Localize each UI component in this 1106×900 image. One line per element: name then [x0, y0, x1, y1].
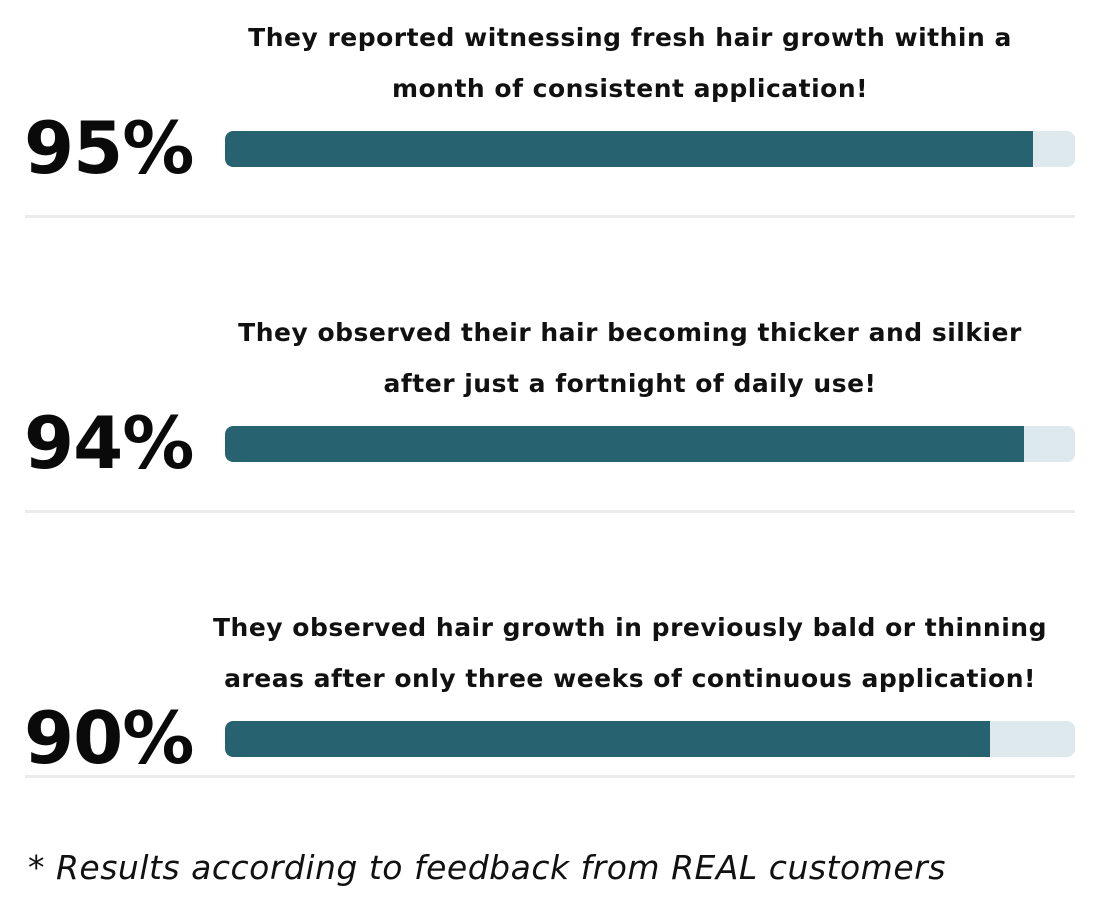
- stat-description: They observed hair growth in previously …: [170, 602, 1090, 704]
- stat-percent: 94%: [24, 401, 194, 485]
- footnote: * Results according to feedback from REA…: [28, 848, 946, 887]
- stat-percent: 90%: [24, 696, 194, 780]
- stat-description: They reported witnessing fresh hair grow…: [170, 12, 1090, 114]
- stat-percent: 95%: [24, 106, 194, 190]
- progress-bar-fill: [225, 721, 990, 757]
- progress-bar-fill: [225, 131, 1033, 167]
- divider: [25, 775, 1075, 778]
- stat-description-line: They observed their hair becoming thicke…: [238, 318, 1022, 347]
- stat-description-line: month of consistent application!: [391, 74, 869, 103]
- stat-description: They observed their hair becoming thicke…: [170, 307, 1090, 409]
- progress-bar: [225, 721, 1075, 757]
- divider: [25, 510, 1075, 513]
- stat-description-line: after just a fortnight of daily use!: [383, 369, 877, 398]
- progress-bar: [225, 131, 1075, 167]
- stat-description-line: They observed hair growth in previously …: [213, 613, 1047, 642]
- progress-bar-fill: [225, 426, 1024, 462]
- progress-bar: [225, 426, 1075, 462]
- divider: [25, 215, 1075, 218]
- stat-description-line: They reported witnessing fresh hair grow…: [248, 23, 1012, 52]
- stat-description-line: areas after only three weeks of continuo…: [224, 664, 1036, 693]
